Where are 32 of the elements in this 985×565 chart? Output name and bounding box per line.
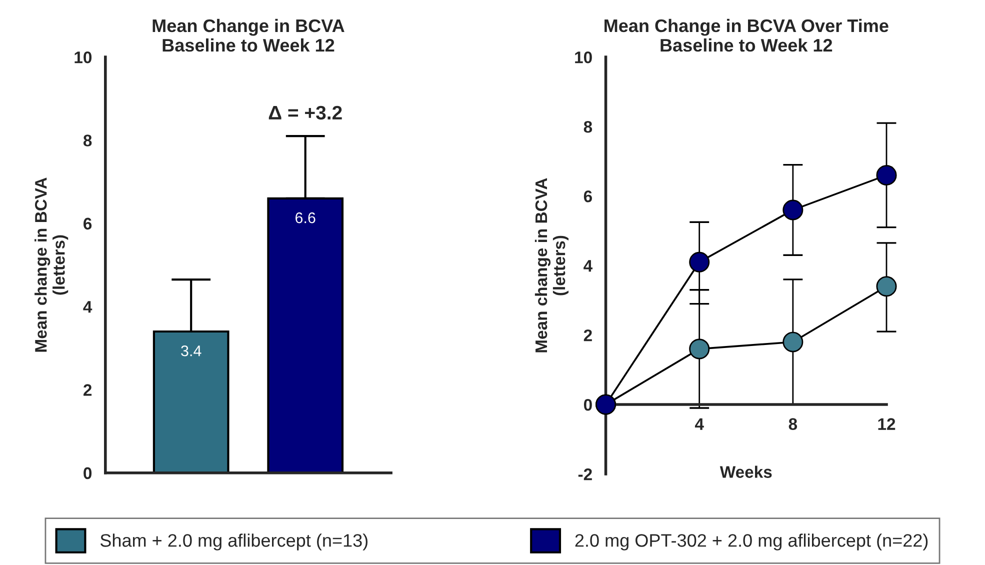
legend-label: Sham + 2.0 mg aflibercept (n=13) (100, 534, 368, 550)
y-tick-label: 0 (584, 398, 592, 411)
annotation: Δ = +3.2 (268, 106, 342, 120)
y-tick-label: 8 (584, 120, 592, 133)
point (689, 338, 710, 360)
data-label: 3.4 (181, 345, 202, 356)
y-tick-label: 4 (584, 260, 592, 272)
y-tick-label: 10 (74, 51, 92, 64)
y-tick-label: -2 (578, 468, 592, 480)
x-tick-label: 12 (878, 418, 896, 430)
data-label: 6.6 (296, 212, 316, 224)
y-tick-label: 10 (575, 51, 592, 64)
y-tick-label: 2 (584, 329, 592, 342)
x-axis-title: Weeks (720, 466, 772, 478)
point (876, 276, 897, 297)
y-tick-label: 6 (84, 218, 92, 230)
chart-title: Mean Change in BCVA Baseline to Week 12 (152, 18, 344, 52)
point (782, 200, 804, 220)
y-tick-label: 0 (84, 467, 92, 480)
y-tick-label: 8 (83, 134, 92, 146)
legend-label: 2.0 mg OPT-302 + 2.0 mg aflibercept (n=22) (575, 534, 928, 550)
point (782, 332, 804, 352)
point (876, 164, 897, 186)
point (689, 252, 710, 272)
x-tick-label: 4 (694, 418, 704, 430)
y-axis-title: Mean change in BCVA (letters) (34, 178, 68, 352)
y-tick-label: 4 (83, 301, 92, 313)
y-axis-title: Mean change in BCVA (letters) (534, 178, 568, 352)
y-tick-label: 2 (84, 384, 92, 396)
chart-title: Mean Change in BCVA Over Time Baseline to Week 12 (604, 18, 888, 52)
y-tick-label: 6 (584, 190, 592, 202)
x-tick-label: 8 (788, 418, 798, 430)
